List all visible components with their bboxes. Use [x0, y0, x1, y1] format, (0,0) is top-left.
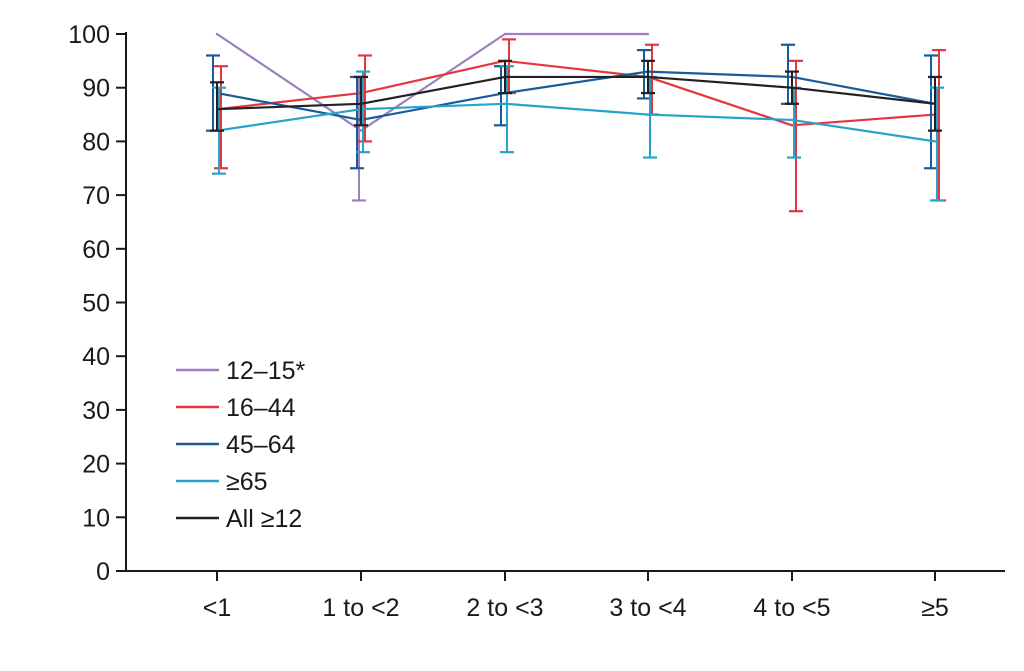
data-point	[790, 124, 794, 127]
series-1	[214, 38, 946, 213]
legend-label: ≥65	[226, 468, 268, 496]
y-tick-label: 10	[82, 504, 110, 532]
y-tick-label: 20	[82, 451, 110, 479]
x-tick-label: 2 to <3	[466, 594, 543, 622]
data-point	[359, 129, 363, 132]
data-point	[503, 75, 507, 79]
legend-label: 12–15*	[226, 357, 306, 385]
data-point	[359, 102, 363, 106]
series-line	[216, 32, 648, 132]
y-tick-label: 90	[82, 75, 110, 103]
axes: 0 10 20 30 40 50 60 70 80 90 100 <1 1 to <2 2 to <3 3 …	[68, 21, 1005, 622]
data-point	[215, 107, 219, 111]
x-tick-label: 4 to <5	[753, 594, 830, 622]
x-tick-label: <1	[203, 594, 232, 622]
data-point	[646, 75, 650, 79]
x-tick-label: 3 to <4	[609, 594, 686, 622]
y-tick-label: 0	[96, 558, 110, 586]
legend-label: 16–44	[226, 394, 296, 422]
y-tick-label: 70	[82, 182, 110, 210]
y-tick-label: 80	[82, 128, 110, 156]
data-point	[790, 118, 794, 122]
data-point	[215, 32, 219, 36]
data-point	[790, 86, 794, 89]
legend: 12–15* 16–44 45–64 ≥65 All ≥12	[176, 357, 306, 533]
series-line	[216, 102, 936, 143]
y-tick-label: 100	[68, 21, 110, 49]
data-point	[503, 32, 507, 36]
series-4	[210, 59, 942, 132]
legend-label: 45–64	[226, 431, 296, 459]
data-point	[933, 140, 937, 143]
data-point	[646, 113, 650, 116]
y-tick-label: 30	[82, 397, 110, 425]
y-tick-label: 40	[82, 343, 110, 371]
series-3	[212, 65, 944, 202]
data-point	[646, 32, 650, 36]
y-tick-label: 50	[82, 290, 110, 318]
legend-label: All ≥12	[226, 505, 302, 533]
x-tick-label: 1 to <2	[322, 594, 399, 622]
data-point	[933, 102, 937, 106]
x-tick-label: ≥5	[921, 594, 949, 622]
series-line	[216, 70, 936, 122]
y-tick-label: 60	[82, 236, 110, 264]
series-line	[216, 75, 936, 111]
data-point	[503, 102, 507, 106]
series-0	[215, 32, 650, 202]
series-layer	[206, 32, 946, 213]
